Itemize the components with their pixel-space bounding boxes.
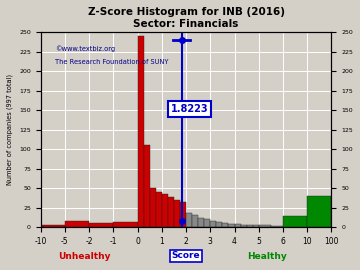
Bar xyxy=(283,216,307,227)
Bar xyxy=(204,219,210,227)
Bar xyxy=(240,225,247,227)
Bar xyxy=(89,223,113,227)
Bar xyxy=(247,225,253,227)
Bar xyxy=(307,196,332,227)
Bar xyxy=(174,200,180,227)
Text: Unhealthy: Unhealthy xyxy=(58,252,111,261)
Text: The Research Foundation of SUNY: The Research Foundation of SUNY xyxy=(55,59,168,65)
Bar xyxy=(156,192,162,227)
Bar xyxy=(216,222,222,227)
Bar xyxy=(222,223,229,227)
Bar xyxy=(65,221,89,227)
Bar xyxy=(113,222,138,227)
Text: ©www.textbiz.org: ©www.textbiz.org xyxy=(55,46,115,52)
Bar xyxy=(234,224,240,227)
Bar xyxy=(259,225,271,227)
Y-axis label: Number of companies (997 total): Number of companies (997 total) xyxy=(7,74,13,185)
X-axis label: Score: Score xyxy=(172,251,201,260)
Bar xyxy=(41,225,65,227)
Title: Z-Score Histogram for INB (2016)
Sector: Financials: Z-Score Histogram for INB (2016) Sector:… xyxy=(87,7,284,29)
Bar xyxy=(192,215,198,227)
Text: 1.8223: 1.8223 xyxy=(171,104,208,114)
Bar xyxy=(168,197,174,227)
Bar xyxy=(210,221,216,227)
Bar xyxy=(180,202,186,227)
Bar xyxy=(144,145,150,227)
Bar xyxy=(150,188,156,227)
Bar xyxy=(138,36,144,227)
Bar xyxy=(198,218,204,227)
Bar xyxy=(253,225,259,227)
Bar xyxy=(229,224,234,227)
Bar xyxy=(271,226,283,227)
Text: Healthy: Healthy xyxy=(248,252,287,261)
Bar xyxy=(186,213,192,227)
Bar xyxy=(162,194,168,227)
